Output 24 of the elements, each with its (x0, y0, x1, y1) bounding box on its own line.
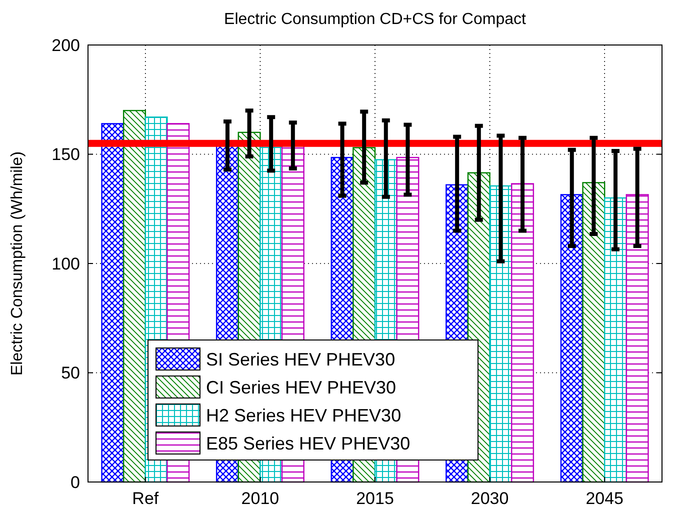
x-tick-label: 2015 (356, 489, 394, 508)
y-tick-label: 200 (52, 36, 80, 55)
y-tick-label: 150 (52, 145, 80, 164)
x-tick-label: Ref (132, 489, 159, 508)
chart-title: Electric Consumption CD+CS for Compact (224, 11, 526, 28)
x-tick-label: 2010 (241, 489, 280, 508)
legend-label: SI Series HEV PHEV30 (206, 349, 396, 370)
bar (489, 185, 512, 483)
bar (626, 194, 649, 483)
legend-label: H2 Series HEV PHEV30 (206, 405, 402, 426)
bar (101, 123, 124, 483)
y-tick-label: 0 (70, 472, 80, 492)
legend-label: E85 Series HEV PHEV30 (206, 433, 410, 454)
bar (560, 194, 584, 483)
x-tick-label: 2045 (586, 489, 624, 508)
bar (122, 110, 146, 483)
y-axis-title: Electric Consumption (Wh/mile) (9, 151, 26, 376)
y-tick-label: 50 (61, 364, 80, 383)
legend-label: CI Series HEV PHEV30 (206, 377, 396, 398)
y-tick-label: 100 (52, 254, 80, 274)
bar (582, 182, 606, 483)
bar (511, 183, 534, 483)
x-tick-label: 2030 (470, 489, 509, 508)
bar (604, 197, 628, 483)
